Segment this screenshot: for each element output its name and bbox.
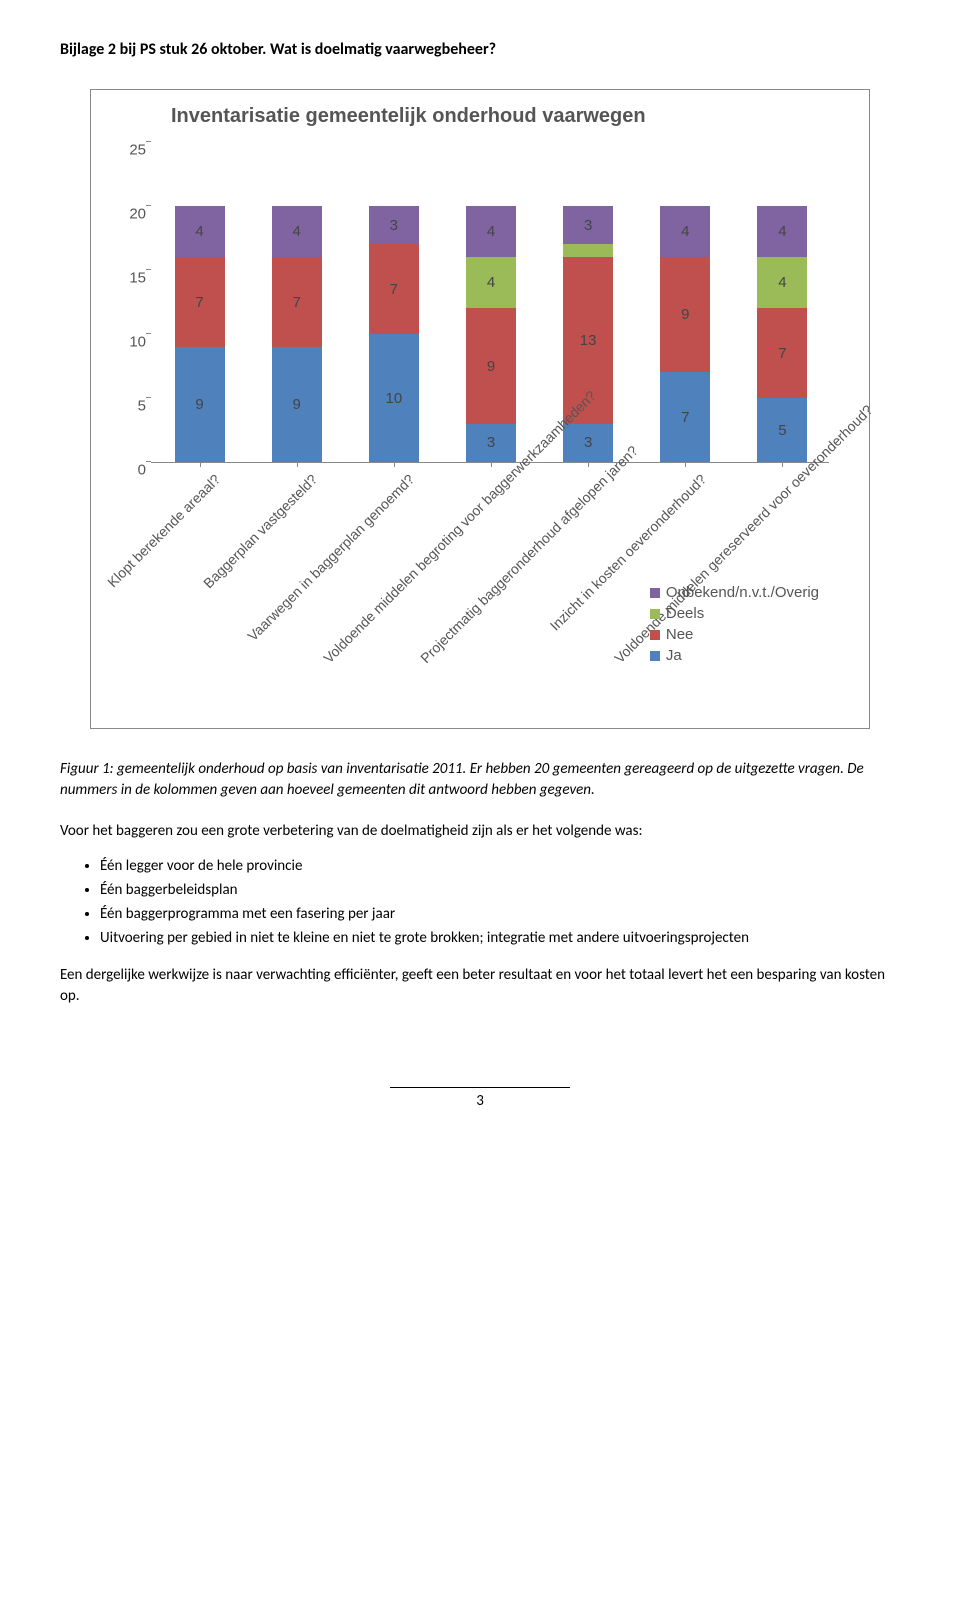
outro-paragraph: Een dergelijke werkwijze is naar verwach… <box>60 965 900 1007</box>
bar-column: 9704 <box>175 206 225 462</box>
bar-segment-onbekend: 3 <box>369 206 419 244</box>
bar-segment-onbekend: 4 <box>660 206 710 257</box>
bar-segment-nee: 7 <box>757 308 807 398</box>
y-tick-label: 5 <box>116 398 146 415</box>
bar-column: 5744 <box>757 206 807 462</box>
chart-legend: Onbekend/n.v.t./Overig Deels Nee Ja <box>650 580 819 668</box>
bar-segment-nee: 7 <box>272 257 322 347</box>
y-tick-label: 0 <box>116 462 146 479</box>
legend-swatch <box>650 588 660 598</box>
doc-title: Bijlage 2 bij PS stuk 26 oktober. Wat is… <box>60 40 900 59</box>
bullet-item: Uitvoering per gebied in niet te kleine … <box>100 926 900 950</box>
chart-container: Inventarisatie gemeentelijk onderhoud va… <box>90 89 870 729</box>
legend-item: Ja <box>650 647 819 664</box>
bullet-list: Één legger voor de hele provincieÉén bag… <box>100 854 900 950</box>
x-axis-label: Baggerplan vastgesteld? <box>125 471 320 666</box>
legend-label: Ja <box>666 647 682 664</box>
bullet-item: Één baggerprogramma met een fasering per… <box>100 902 900 926</box>
y-tick-label: 10 <box>116 334 146 351</box>
bar-segment-nee: 7 <box>369 244 419 334</box>
figure-caption: Figuur 1: gemeentelijk onderhoud op basi… <box>60 759 900 801</box>
bar-segment-ja: 5 <box>757 398 807 462</box>
bar-segment-onbekend: 3 <box>563 206 613 244</box>
x-axis-label: Vaarwegen in baggerplan genoemd? <box>223 471 418 666</box>
bar-segment-deels: 4 <box>757 257 807 308</box>
bullet-item: Één legger voor de hele provincie <box>100 854 900 878</box>
bullet-item: Één baggerbeleidsplan <box>100 878 900 902</box>
x-axis-label: Projectmatig baggeronderhoud afgelopen j… <box>417 471 612 666</box>
bar-segment-nee: 9 <box>466 308 516 423</box>
legend-swatch <box>650 651 660 661</box>
chart-title: Inventarisatie gemeentelijk onderhoud va… <box>171 105 849 128</box>
bar-segment-onbekend: 4 <box>272 206 322 257</box>
intro-paragraph: Voor het baggeren zou een grote verbeter… <box>60 821 900 842</box>
legend-label: Deels <box>666 605 704 622</box>
y-tick-label: 25 <box>116 142 146 159</box>
bar-segment-nee: 7 <box>175 257 225 347</box>
y-tick-label: 20 <box>116 206 146 223</box>
bar-segment-onbekend: 4 <box>466 206 516 257</box>
legend-swatch <box>650 630 660 640</box>
chart-plot-area: 0510152025970497041070339443131379045744 <box>151 143 829 463</box>
bar-column: 7904 <box>660 206 710 462</box>
legend-swatch <box>650 609 660 619</box>
bar-segment-ja: 7 <box>660 372 710 462</box>
bar-segment-ja: 9 <box>272 347 322 462</box>
bar-segment-ja: 3 <box>466 424 516 462</box>
bar-segment-onbekend: 4 <box>175 206 225 257</box>
legend-item: Onbekend/n.v.t./Overig <box>650 584 819 601</box>
bar-segment-ja: 10 <box>369 334 419 462</box>
bar-segment-nee: 9 <box>660 257 710 372</box>
x-axis-label: Klopt berekende areaal? <box>28 471 223 666</box>
bar-column: 3944 <box>466 206 516 462</box>
bar-segment-deels: 4 <box>466 257 516 308</box>
page-number: 3 <box>60 1087 900 1110</box>
y-tick-label: 15 <box>116 270 146 287</box>
legend-label: Onbekend/n.v.t./Overig <box>666 584 819 601</box>
bar-segment-deels: 1 <box>563 244 613 257</box>
legend-item: Nee <box>650 626 819 643</box>
bar-segment-onbekend: 4 <box>757 206 807 257</box>
legend-label: Nee <box>666 626 694 643</box>
x-axis-label: Voldoende middelen begroting voor bagger… <box>320 471 515 666</box>
bar-segment-ja: 9 <box>175 347 225 462</box>
legend-item: Deels <box>650 605 819 622</box>
bar-column: 9704 <box>272 206 322 462</box>
bar-column: 10703 <box>369 206 419 462</box>
bar-segment-ja: 3 <box>563 424 613 462</box>
